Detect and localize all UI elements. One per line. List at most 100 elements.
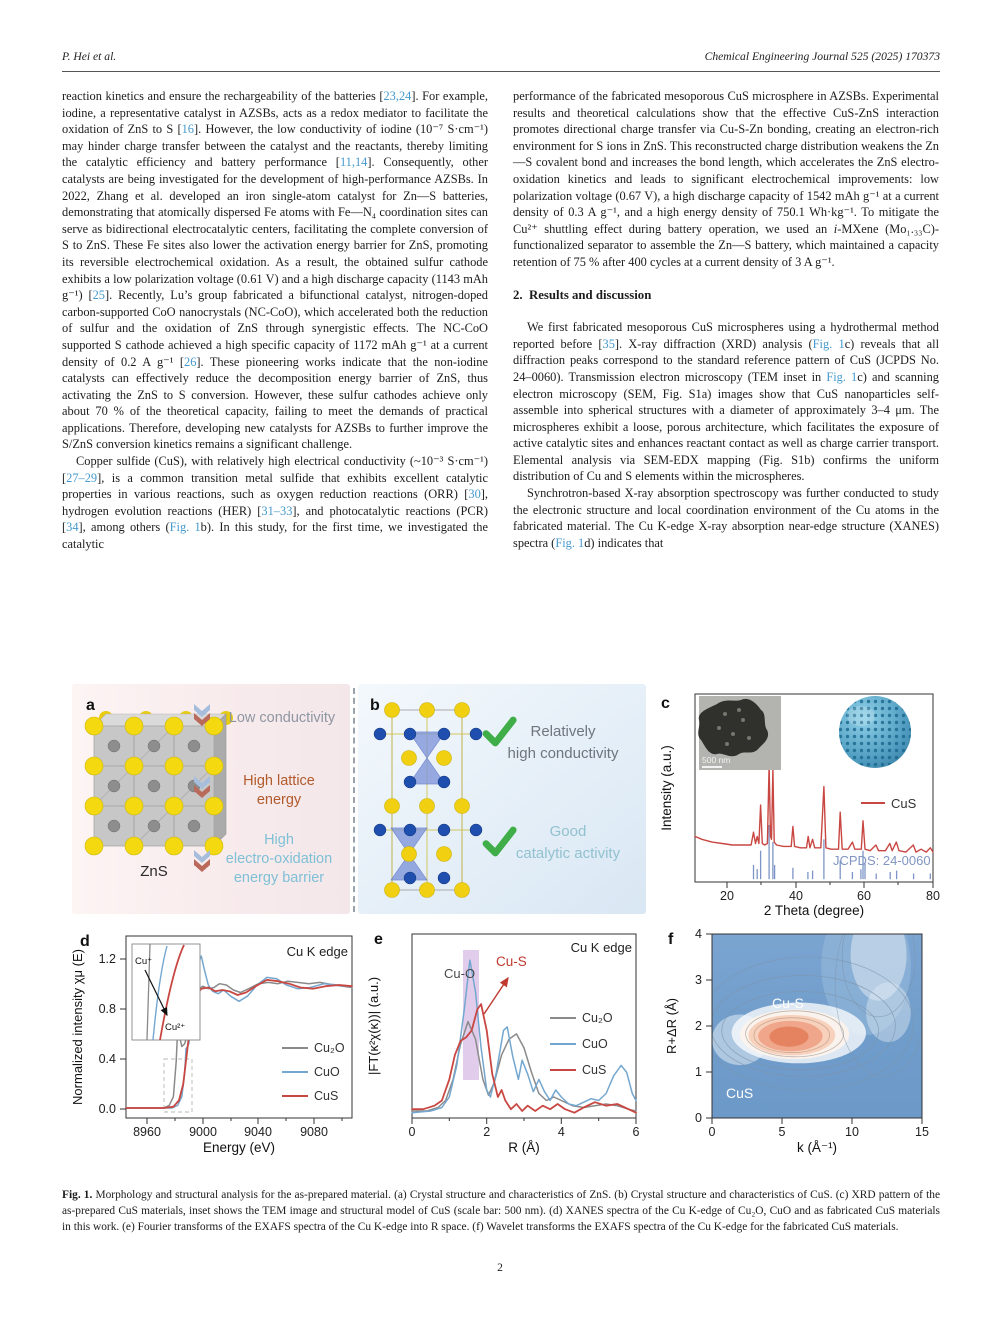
panel-a-label: a <box>86 697 95 714</box>
svg-text:2: 2 <box>483 1125 490 1139</box>
citation-link[interactable]: Fig. 1 <box>826 369 858 384</box>
citation-link[interactable]: 35 <box>602 336 615 351</box>
text-run: Synchrotron-based X-ray absorption spect… <box>513 486 939 550</box>
running-author: P. Hei et al. <box>62 50 117 63</box>
svg-text:9080: 9080 <box>300 1125 328 1139</box>
paragraph: Copper sulfide (CuS), with relatively hi… <box>62 453 488 553</box>
exafs-legend: Cu₂O CuO CuS <box>550 1011 613 1077</box>
svg-text:8960: 8960 <box>133 1125 161 1139</box>
valence-shift-arrow <box>144 969 168 1017</box>
svg-text:3: 3 <box>695 973 702 987</box>
cus-crystal-model <box>373 702 483 898</box>
svg-text:energy barrier: energy barrier <box>234 870 324 886</box>
xrd-legend: CuS <box>861 796 917 811</box>
citation-link[interactable]: Fig. 1 <box>812 336 845 351</box>
text-run: i <box>833 221 838 236</box>
y-axis-label: R+ΔR (Å) <box>664 998 679 1054</box>
panel-c-label: c <box>661 695 670 712</box>
pre-edge-highlight-box <box>163 1058 193 1113</box>
heatmap-blob <box>834 934 922 1077</box>
plot-title: Cu K edge <box>571 940 632 955</box>
s-atoms <box>84 716 224 856</box>
svg-text:2: 2 <box>695 1019 702 1033</box>
citation-link[interactable]: 26 <box>184 354 197 369</box>
svg-text:Cu₂O: Cu₂O <box>314 1041 345 1055</box>
x-axis-label: k (Å⁻¹) <box>797 1140 837 1155</box>
heatmap-blob <box>745 1010 845 1058</box>
panel-f-wavelet-plot: f Cu-S CuS 0 5 10 15 0 1 2 3 4 k (Å⁻¹) R… <box>664 927 929 1155</box>
jcpds-reference-sticks <box>752 825 931 880</box>
heatmap-blobs <box>712 934 922 1091</box>
axis-ticks <box>120 958 343 1124</box>
citation-link[interactable]: 31–33 <box>261 503 293 518</box>
svg-text:10: 10 <box>845 1125 859 1139</box>
annotation-cus: CuS <box>726 1085 753 1101</box>
text-run: ], and photocatalytic reactions (PCR) [ <box>62 503 489 535</box>
citation-link[interactable]: 25 <box>92 288 105 303</box>
inset-cu2-label: Cu²⁺ <box>165 1022 185 1033</box>
citation-link[interactable]: Fig. 1 <box>169 520 201 535</box>
series-CuS <box>694 764 934 853</box>
text-run: ]. These pioneering works indicate that … <box>62 354 488 452</box>
scale-bar-label: 500 nm <box>702 755 730 765</box>
svg-text:20: 20 <box>720 889 734 903</box>
tem-inset: 500 nm <box>698 696 781 770</box>
text-run: ]. Consequently, other catalysts are bei… <box>62 155 488 303</box>
annotation-cu-s: Cu-S <box>772 995 804 1011</box>
inset-cu1-label: Cu⁺ <box>135 956 152 967</box>
series-CuO <box>411 959 637 1114</box>
citation-link[interactable]: 23,24 <box>383 89 412 103</box>
plot-frame <box>411 933 637 1119</box>
svg-text:0.8: 0.8 <box>99 1002 116 1016</box>
text-run: d) indicates that <box>584 535 664 550</box>
exafs-curves <box>411 959 637 1114</box>
s-atoms <box>384 702 470 898</box>
heatmap-blob <box>712 956 914 1091</box>
svg-text:6: 6 <box>633 1125 640 1139</box>
text-run: c) and scanning electron microscopy (SEM… <box>513 369 939 484</box>
panel-e-exafs-plot: e Cu-O Cu-S Cu K edge Cu₂O CuO CuS 0 <box>366 931 640 1155</box>
text-run: c) reveals that all diffraction peaks co… <box>513 336 940 384</box>
series-CuS <box>411 1003 637 1114</box>
cus-microsphere-model <box>839 696 911 768</box>
x-axis-label: Energy (eV) <box>203 1140 275 1155</box>
svg-text:CuO: CuO <box>314 1065 340 1079</box>
panel-d-xanes-plot: d Cu⁺ Cu²⁺ Cu K edge Cu₂O CuO CuS <box>70 933 353 1155</box>
citation-link[interactable]: 27–29 <box>66 470 98 485</box>
svg-text:15: 15 <box>915 1125 929 1139</box>
annotation-high-conductivity: Relatively <box>530 723 596 740</box>
paragraph: Fig. 1. Morphology and structural analys… <box>62 1188 940 1235</box>
svg-text:0.4: 0.4 <box>99 1052 116 1066</box>
text-run: ]. For example, iodine, a representative… <box>62 89 488 137</box>
annotation-low-conductivity: Low conductivity <box>229 710 336 726</box>
citation-link[interactable]: 11,14 <box>339 155 368 170</box>
series-CuS <box>125 979 353 1109</box>
panel-e-label: e <box>374 931 383 948</box>
annotation-cu-s: Cu-S <box>496 954 527 969</box>
citation-link[interactable]: 34 <box>66 520 79 535</box>
y-axis-label: Intensity (a.u.) <box>659 745 674 831</box>
svg-text:0: 0 <box>409 1125 416 1139</box>
y-axis-label: Normalized intensity χμ (E) <box>70 949 85 1105</box>
annotation-high-lattice-energy: High lattice <box>243 773 315 789</box>
annotation-catalytic-activity: Good <box>550 823 587 840</box>
svg-text:4: 4 <box>695 927 702 941</box>
svg-text:catalytic activity: catalytic activity <box>516 845 621 862</box>
svg-text:1: 1 <box>695 1065 702 1079</box>
citation-link[interactable]: Fig. 1 <box>555 535 585 550</box>
svg-text:CuS: CuS <box>582 1063 606 1077</box>
heatmap-blob <box>712 975 896 1077</box>
text-run: ], is a common transition metal sulfide … <box>62 470 488 502</box>
citation-link[interactable]: 16 <box>181 122 194 137</box>
text-run: Fig. 1. <box>62 1189 93 1201</box>
plot-title: Cu K edge <box>287 944 348 959</box>
heatmap-blob <box>769 1026 809 1047</box>
cu-atoms <box>373 727 483 885</box>
citation-link[interactable]: 30 <box>468 487 481 502</box>
svg-text:4: 4 <box>558 1125 565 1139</box>
heatmap-blob <box>753 1017 830 1054</box>
svg-text:80: 80 <box>926 889 940 903</box>
svg-text:60: 60 <box>857 889 871 903</box>
x-axis-ticks <box>726 882 934 888</box>
